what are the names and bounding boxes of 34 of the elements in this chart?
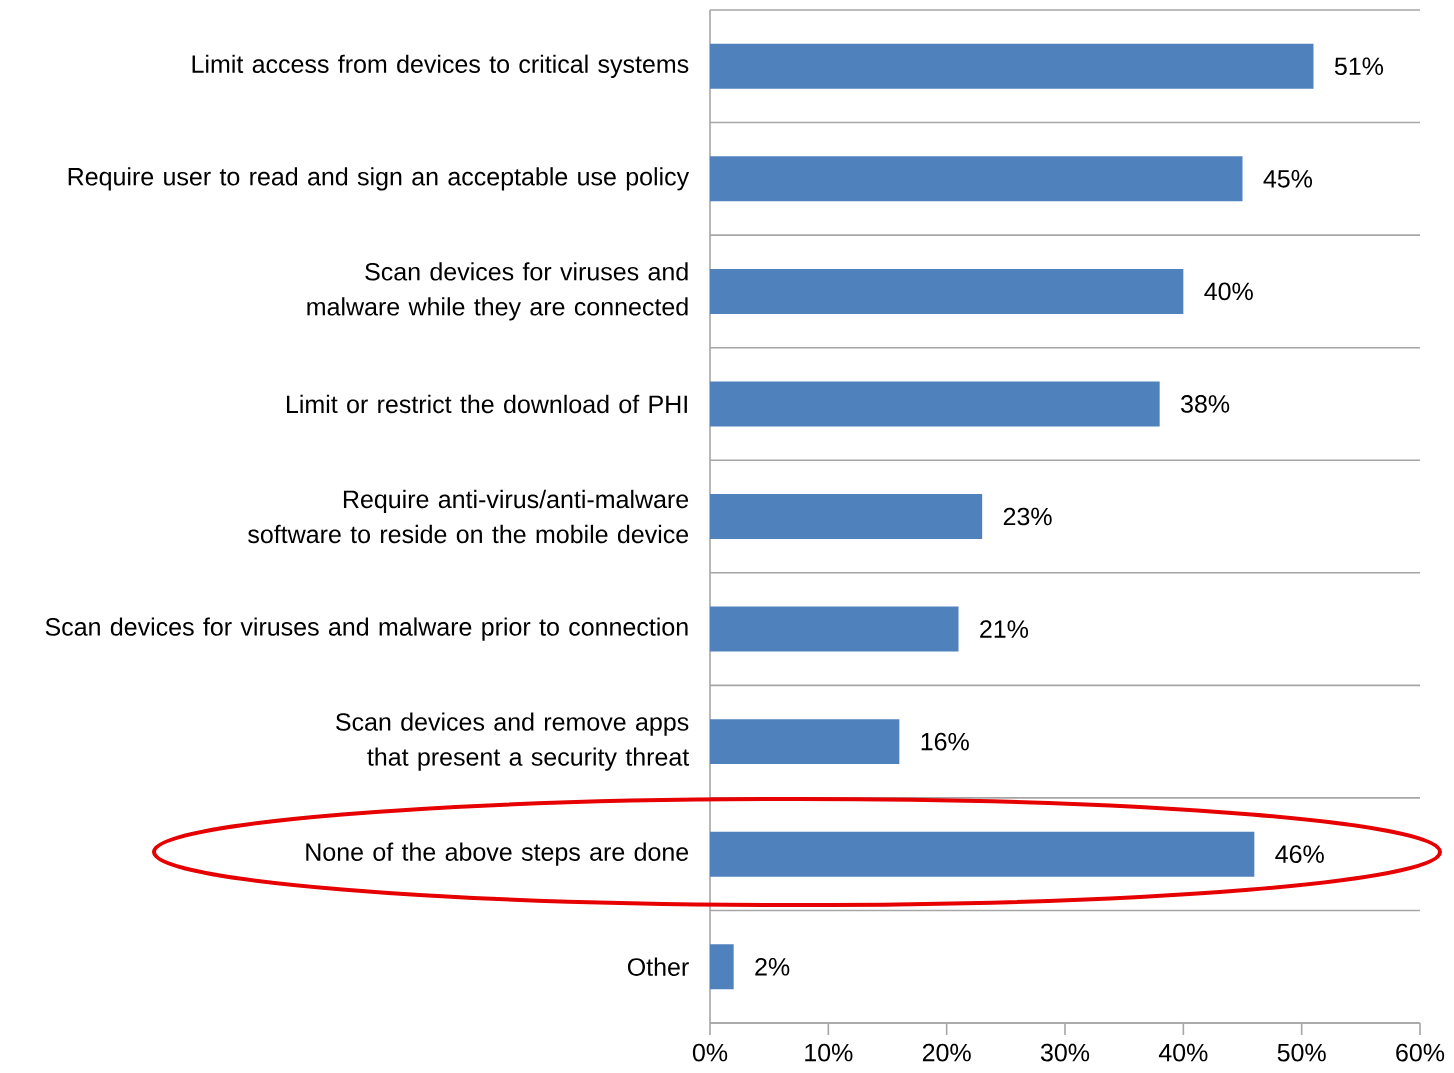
x-tick-label: 50% <box>1277 1043 1326 1062</box>
data-label: 21% <box>980 620 1029 638</box>
data-label: 51% <box>1334 57 1384 76</box>
bar <box>710 381 1160 427</box>
data-label: 16% <box>921 732 969 751</box>
bar <box>710 268 1184 314</box>
bar <box>710 944 734 990</box>
data-label: 23% <box>1003 507 1052 526</box>
y-tick-label: Other <box>627 957 689 976</box>
data-label: 46% <box>1275 845 1324 864</box>
y-tick-label: Require anti-virus/anti-malware software to reside on the mobile device <box>248 489 689 544</box>
x-tick-label: 30% <box>1040 1043 1090 1062</box>
x-tick-label: 20% <box>922 1043 971 1062</box>
bar <box>710 43 1314 89</box>
y-tick-label: Require user to read and sign an acceptable use policy <box>68 167 690 191</box>
y-tick-label: Scan devices for viruses and malware prior to connection <box>45 617 688 641</box>
data-label: 45% <box>1263 170 1313 188</box>
y-tick-label: None of the above steps are done <box>306 842 689 866</box>
data-label: 2% <box>755 957 790 976</box>
data-label: 38% <box>1181 395 1230 413</box>
data-label: 40% <box>1204 282 1253 301</box>
bar <box>710 156 1243 202</box>
x-tick-label: 60% <box>1396 1043 1445 1062</box>
y-tick-label: Scan devices for viruses and malware while they are connected <box>307 262 688 321</box>
bar <box>710 494 983 540</box>
x-tick-label: 40% <box>1158 1043 1208 1062</box>
y-tick-label: Limit or restrict the download of PHI <box>286 394 687 414</box>
bar <box>710 831 1255 877</box>
x-tick-label: 10% <box>805 1043 853 1062</box>
bar <box>710 606 959 652</box>
x-tick-label: 0% <box>692 1043 728 1062</box>
y-tick-label: Scan devices and remove apps that present a security threat <box>336 712 690 771</box>
bar <box>710 719 900 765</box>
y-tick-label: Limit access from devices to critical systems <box>192 54 689 78</box>
